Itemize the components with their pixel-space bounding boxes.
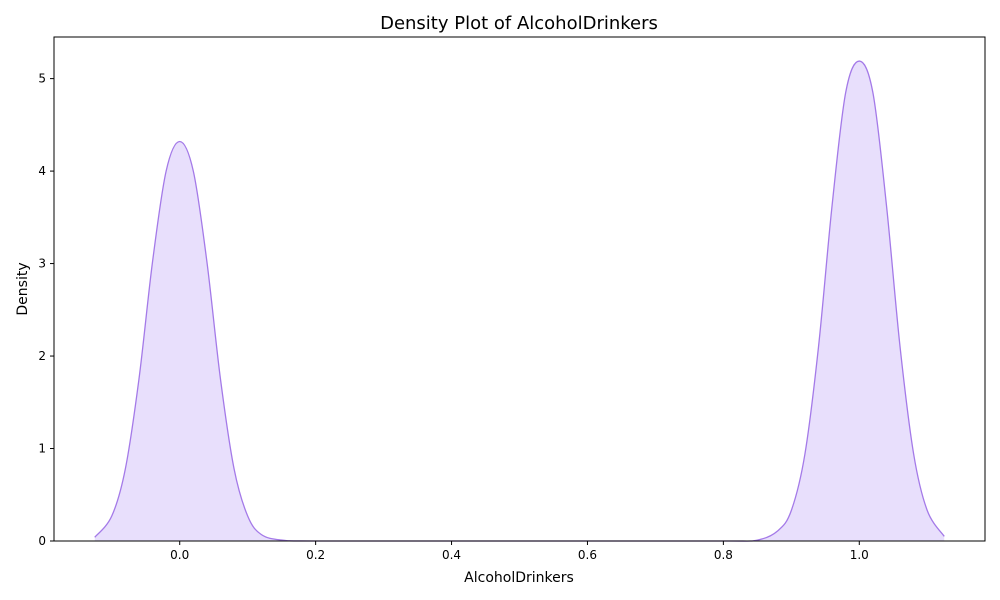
plot-area (53, 36, 986, 542)
x-tick-label: 0.0 (170, 548, 189, 562)
plot-frame (53, 36, 986, 542)
x-tick-label: 1.0 (850, 548, 869, 562)
y-tick-label: 4 (38, 164, 46, 178)
x-axis: 0.0 0.2 0.4 0.6 0.8 1.0 (170, 541, 869, 562)
x-axis-label: AlcoholDrinkers (464, 570, 574, 586)
x-tick-label: 0.4 (442, 548, 461, 562)
y-tick-label: 1 (38, 442, 46, 456)
x-tick-label: 0.2 (306, 548, 325, 562)
y-tick-label: 5 (38, 72, 46, 86)
chart-title: Density Plot of AlcoholDrinkers (380, 13, 658, 34)
x-tick-label: 0.6 (578, 548, 597, 562)
y-axis: 0 1 2 3 4 5 (38, 72, 54, 548)
x-tick-label: 0.8 (714, 548, 733, 562)
y-tick-label: 0 (38, 534, 46, 548)
y-tick-label: 2 (38, 349, 46, 363)
y-tick-label: 3 (38, 257, 46, 271)
y-axis-label: Density (15, 262, 31, 315)
density-area-fill (94, 61, 945, 542)
